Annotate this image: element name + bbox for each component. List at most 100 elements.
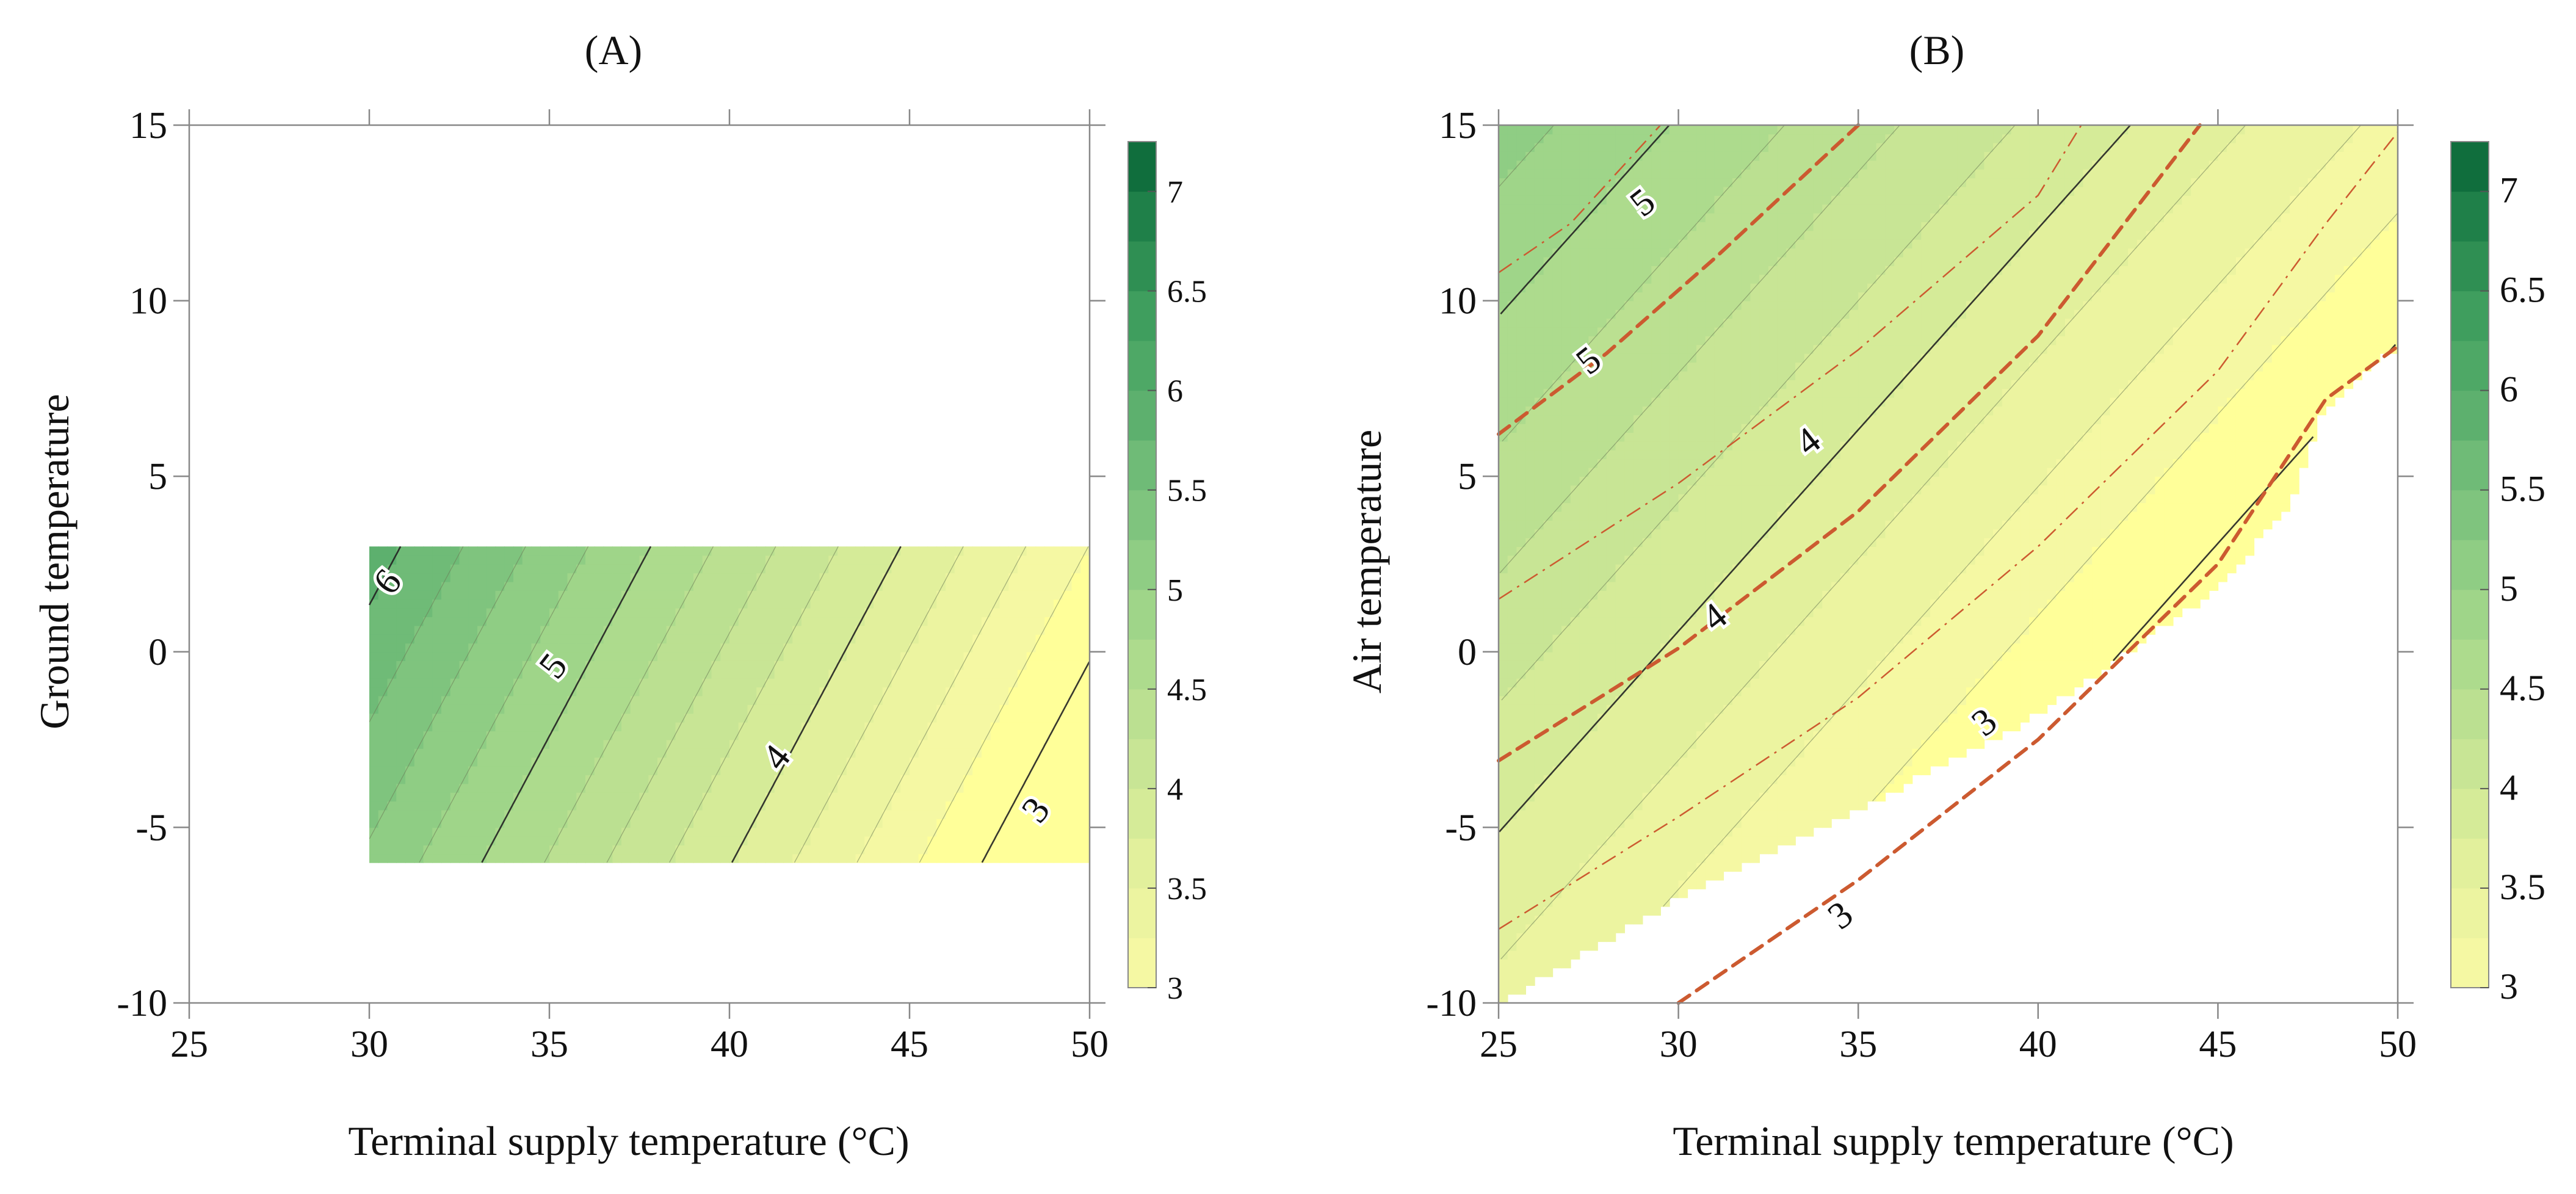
contour-cell [1669, 748, 1679, 758]
contour-cell [1651, 731, 1661, 740]
contour-cell [1507, 731, 1518, 740]
contour-cell [1543, 739, 1554, 749]
contour-cell [531, 695, 541, 705]
contour-cell [1525, 134, 1535, 143]
contour-cell [720, 599, 730, 609]
contour-cell [1678, 739, 1688, 749]
contour-cell [1570, 783, 1580, 793]
contour-cell [1018, 792, 1027, 802]
contour-cell [1543, 546, 1554, 556]
contour-cell [846, 607, 856, 618]
contour-cell [1525, 142, 1535, 152]
contour-cell [1534, 801, 1544, 811]
contour-cell [1561, 599, 1571, 609]
contour-cell [1552, 125, 1562, 135]
contour-cell [576, 573, 586, 582]
contour-cell [1597, 336, 1607, 346]
contour-cell [1499, 994, 1508, 1004]
contour-cell [900, 669, 910, 679]
contour-cell [1669, 414, 1679, 424]
contour-cell [1054, 687, 1063, 696]
colorbar-swatch [1128, 739, 1156, 789]
contour-cell [963, 722, 974, 732]
contour-cell [396, 827, 406, 837]
contour-cell [828, 775, 838, 784]
contour-cell [1552, 775, 1562, 784]
contour-cell [1669, 344, 1679, 354]
contour-cell [639, 590, 649, 600]
contour-cell [1615, 748, 1626, 758]
contour-cell [828, 748, 838, 758]
contour-cell [1543, 380, 1554, 389]
contour-cell [558, 643, 568, 653]
contour-cell [477, 757, 487, 767]
contour-cell [1588, 880, 1598, 889]
contour-cell [1525, 845, 1535, 855]
contour-cell [1606, 819, 1616, 828]
contour-cell [1588, 195, 1598, 205]
contour-cell [1570, 204, 1580, 214]
contour-cell [1597, 871, 1607, 881]
contour-cell [1534, 134, 1544, 143]
contour-cell [819, 827, 830, 837]
contour-cell [1552, 195, 1562, 205]
contour-cell [1534, 678, 1544, 688]
contour-cell [1579, 371, 1590, 380]
contour-cell [738, 607, 748, 618]
contour-cell [1642, 581, 1652, 591]
contour-cell [1570, 862, 1580, 872]
contour-cell [1516, 669, 1526, 679]
contour-cell [693, 660, 703, 670]
contour-cell [1008, 836, 1018, 845]
contour-cell [1080, 555, 1090, 565]
contour-cell [1642, 450, 1652, 460]
contour-cell [1516, 862, 1526, 872]
contour-cell [1054, 643, 1063, 653]
contour-cell [1534, 502, 1544, 512]
contour-cell [1588, 634, 1598, 644]
contour-cell [1516, 186, 1526, 196]
contour-cell [1588, 388, 1598, 398]
contour-cell [747, 678, 758, 688]
contour-cell [1534, 529, 1544, 538]
contour-cell [1624, 125, 1634, 135]
contour-cell [1588, 151, 1598, 161]
contour-cell [657, 634, 667, 644]
contour-cell [414, 599, 424, 609]
contour-cell [910, 651, 919, 661]
contour-cell [450, 731, 460, 740]
contour-cell [1678, 204, 1688, 214]
contour-cell [585, 634, 595, 644]
contour-cell [1624, 380, 1634, 389]
contour-cell [657, 853, 667, 863]
contour-cell [441, 669, 451, 679]
contour-cell [666, 625, 676, 635]
contour-cell [1035, 678, 1046, 688]
contour-cell [1660, 502, 1670, 512]
contour-cell [927, 765, 938, 775]
contour-cell [910, 722, 919, 732]
contour-cell [936, 617, 946, 626]
contour-cell [423, 704, 433, 714]
contour-cell [756, 783, 766, 793]
contour-cell [405, 836, 415, 845]
contour-cell [1534, 906, 1544, 916]
contour-cell [1534, 520, 1544, 530]
contour-cell [522, 792, 532, 802]
contour-cell [838, 836, 847, 845]
contour-cell [405, 555, 415, 565]
contour-cell [891, 783, 902, 793]
contour-cell [1570, 625, 1580, 635]
contour-cell [540, 660, 550, 670]
contour-cell [1597, 520, 1607, 530]
contour-cell [1588, 783, 1598, 793]
contour-cell [918, 590, 928, 600]
contour-cell [603, 678, 613, 688]
contour-cell [648, 573, 658, 582]
contour-cell [1516, 502, 1526, 512]
contour-cell [1633, 485, 1643, 494]
contour-cell [1507, 765, 1518, 775]
contour-cell [999, 590, 1010, 600]
contour-cell [874, 809, 883, 819]
